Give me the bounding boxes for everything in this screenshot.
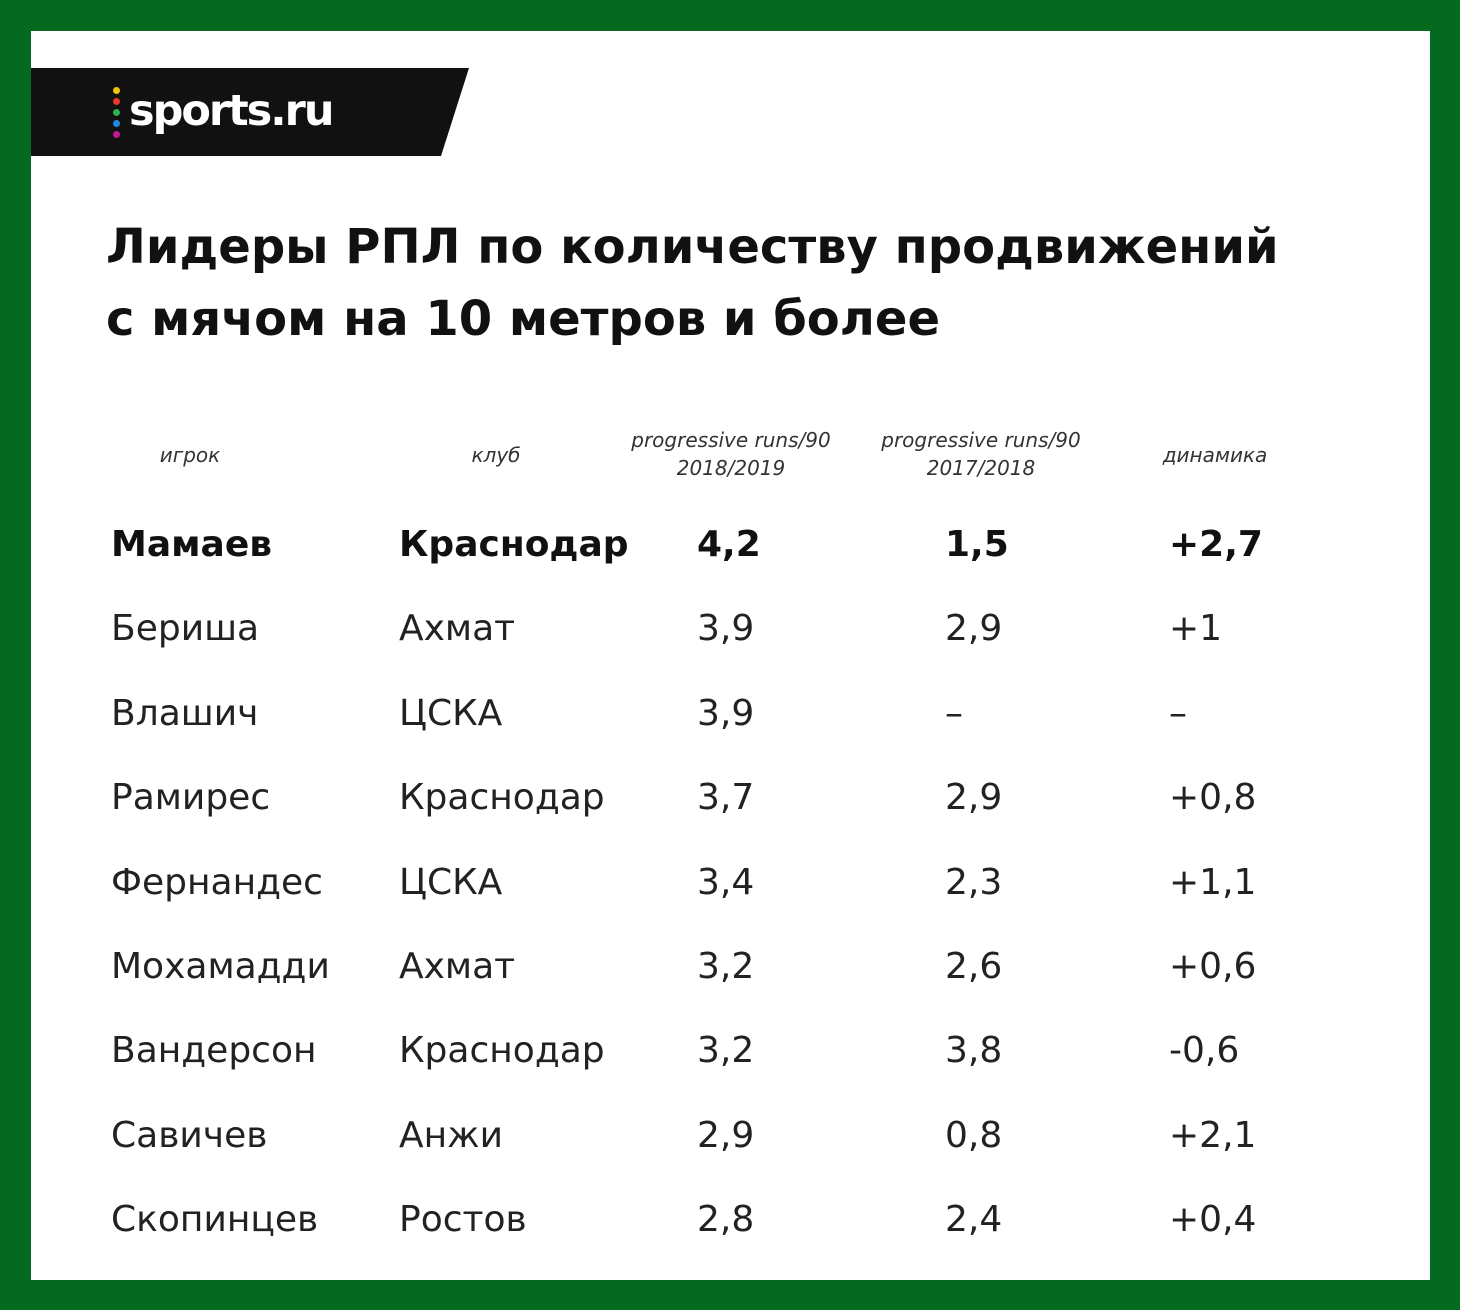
logo-dot bbox=[113, 109, 120, 116]
chart-title: Лидеры РПЛ по количеству продвижений с м… bbox=[106, 211, 1406, 355]
player-cell: Вандерсон bbox=[111, 1030, 317, 1072]
logo-dot bbox=[113, 131, 120, 138]
season-2018-2019-cell: 2,8 bbox=[697, 1199, 755, 1241]
header-player: игрок bbox=[159, 443, 221, 467]
change-cell: +0,4 bbox=[1169, 1199, 1257, 1241]
change-cell: +1,1 bbox=[1169, 861, 1257, 903]
table-row: Рамирес Краснодар 3,7 2,9 +0,8 bbox=[31, 756, 1430, 840]
brand-logo: sports.ru bbox=[129, 86, 334, 136]
club-cell: Краснодар bbox=[399, 777, 605, 819]
change-cell: +0,6 bbox=[1169, 946, 1257, 987]
season-2017-2018-cell: 2,9 bbox=[945, 608, 1003, 650]
table-row: Вандерсон Краснодар 3,2 3,8 -0,6 bbox=[31, 1009, 1430, 1093]
season-2018-2019-cell: 2,9 bbox=[697, 1114, 755, 1156]
table-row: Мамаев Краснодар 4,2 1,5 +2,7 bbox=[31, 503, 1430, 587]
club-cell: ЦСКА bbox=[399, 692, 503, 734]
season-2017-2018-cell: – bbox=[945, 692, 963, 734]
header-season-2-line-2: 2017/2018 bbox=[926, 456, 1036, 480]
change-cell: +0,8 bbox=[1169, 777, 1257, 819]
header-change: динамика bbox=[1162, 443, 1268, 467]
club-cell: Краснодар bbox=[399, 1030, 605, 1072]
season-2018-2019-cell: 3,9 bbox=[697, 692, 755, 734]
change-cell: +2,1 bbox=[1169, 1114, 1257, 1156]
change-cell: -0,6 bbox=[1169, 1030, 1240, 1072]
player-cell: Скопинцев bbox=[111, 1199, 319, 1241]
table-row: Бериша Ахмат 3,9 2,9 +1 bbox=[31, 587, 1430, 671]
logo-dot bbox=[113, 87, 120, 94]
header-season-2018-2019: progressive runs/90 2018/2019 bbox=[611, 426, 851, 482]
club-cell: Краснодар bbox=[399, 524, 629, 565]
header-season-1-line-1: progressive runs/90 bbox=[631, 428, 831, 452]
player-cell: Мамаев bbox=[111, 524, 273, 565]
season-2018-2019-cell: 3,2 bbox=[697, 1030, 755, 1072]
table-row: Скопинцев Ростов 2,8 2,4 +0,4 bbox=[31, 1178, 1430, 1262]
season-2017-2018-cell: 2,6 bbox=[945, 946, 1003, 987]
season-2017-2018-cell: 2,9 bbox=[945, 777, 1003, 819]
club-cell: Ростов bbox=[399, 1199, 527, 1241]
table-row: Мохамадди Ахмат 3,2 2,6 +0,6 bbox=[31, 925, 1430, 1009]
club-cell: ЦСКА bbox=[399, 861, 503, 903]
logo-dot bbox=[113, 98, 120, 105]
player-cell: Бериша bbox=[111, 608, 260, 650]
table-row: Савичев Анжи 2,9 0,8 +2,1 bbox=[31, 1094, 1430, 1178]
player-cell: Савичев bbox=[111, 1114, 268, 1156]
season-2018-2019-cell: 3,2 bbox=[697, 946, 755, 987]
logo-banner bbox=[31, 68, 469, 156]
infographic-card: sports.ru Лидеры РПЛ по количеству продв… bbox=[31, 31, 1430, 1280]
player-cell: Рамирес bbox=[111, 777, 271, 819]
logo-dot bbox=[113, 120, 120, 127]
season-2018-2019-cell: 3,9 bbox=[697, 608, 755, 650]
change-cell: +2,7 bbox=[1169, 524, 1263, 565]
table-row: Влашич ЦСКА 3,9 – – bbox=[31, 672, 1430, 756]
season-2017-2018-cell: 0,8 bbox=[945, 1114, 1003, 1156]
club-cell: Ахмат bbox=[399, 608, 516, 650]
club-cell: Анжи bbox=[399, 1114, 503, 1156]
change-cell: – bbox=[1169, 692, 1187, 734]
header-club: клуб bbox=[471, 443, 521, 467]
season-2017-2018-cell: 3,8 bbox=[945, 1030, 1003, 1072]
player-cell: Фернандес bbox=[111, 861, 323, 903]
player-cell: Мохамадди bbox=[111, 946, 330, 987]
player-cell: Влашич bbox=[111, 692, 259, 734]
season-2017-2018-cell: 1,5 bbox=[945, 524, 1009, 565]
title-line-1: Лидеры РПЛ по количеству продвижений bbox=[106, 219, 1279, 275]
season-2018-2019-cell: 4,2 bbox=[697, 524, 761, 565]
logo-dots-icon bbox=[113, 87, 121, 141]
change-cell: +1 bbox=[1169, 608, 1223, 650]
header-season-2017-2018: progressive runs/90 2017/2018 bbox=[861, 426, 1101, 482]
club-cell: Ахмат bbox=[399, 946, 516, 987]
season-2017-2018-cell: 2,4 bbox=[945, 1199, 1003, 1241]
header-season-2-line-1: progressive runs/90 bbox=[881, 428, 1081, 452]
season-2018-2019-cell: 3,7 bbox=[697, 777, 755, 819]
season-2017-2018-cell: 2,3 bbox=[945, 861, 1003, 903]
header-season-1-line-2: 2018/2019 bbox=[676, 456, 786, 480]
title-line-2: с мячом на 10 метров и более bbox=[106, 291, 940, 347]
table-row: Фернандес ЦСКА 3,4 2,3 +1,1 bbox=[31, 841, 1430, 925]
season-2018-2019-cell: 3,4 bbox=[697, 861, 755, 903]
